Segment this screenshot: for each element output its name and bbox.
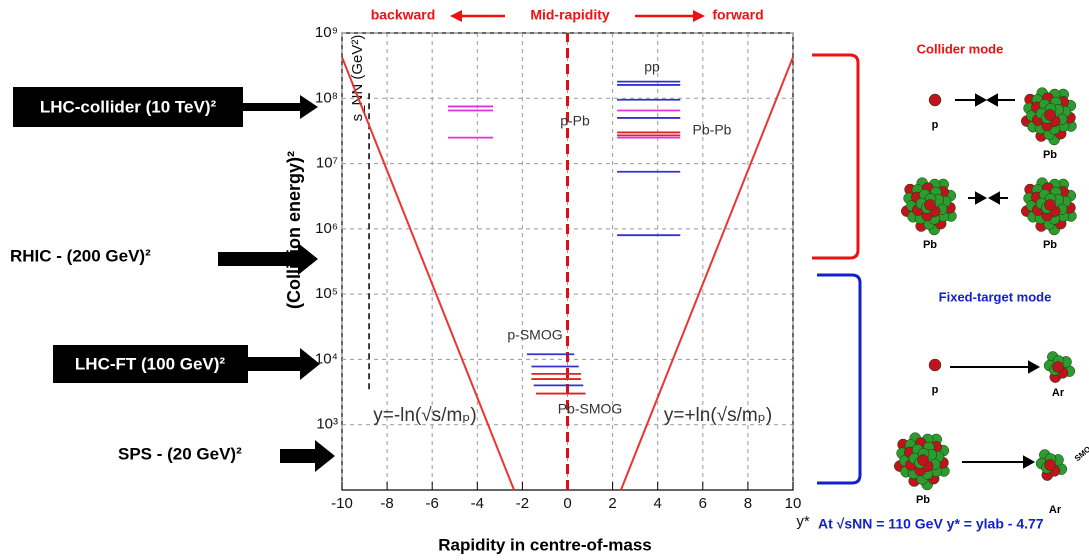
x-axis-label: y*: [796, 513, 810, 530]
left-label: LHC-collider (10 TeV)²: [40, 97, 217, 116]
x-tick-label: -8: [380, 495, 393, 512]
y-tick-label: 10⁶: [315, 220, 338, 237]
plot-label: Pb-Pb: [693, 122, 732, 138]
y-tick-label: 10⁸: [315, 89, 338, 106]
arrow: [280, 440, 335, 472]
left-label: LHC-FT (100 GeV)²: [75, 354, 226, 373]
particle-label: Ar: [1052, 387, 1065, 399]
nucleon: [1045, 460, 1056, 471]
left-label: SPS - (20 GeV)²: [118, 444, 242, 463]
header-label: backward: [371, 7, 436, 23]
particle-label: Pb: [923, 239, 937, 251]
header-label: forward: [712, 7, 763, 23]
y-tick-label: 10⁷: [316, 155, 338, 172]
x-tick-label: -6: [426, 495, 439, 512]
particle-label: Pb: [1043, 149, 1057, 161]
mode-title: Collider mode: [917, 41, 1004, 56]
plot-label: p-Pb: [560, 113, 590, 129]
nucleon: [1053, 362, 1064, 373]
arrow: [243, 95, 318, 119]
arrow: [693, 10, 705, 22]
nucleon: [929, 359, 941, 371]
y-title: (Collision energy)²: [284, 151, 304, 309]
slide: LHC-collider (10 TeV)² RHIC - (200 GeV)²…: [0, 0, 1089, 560]
arrow: [248, 348, 320, 380]
particle-label: p: [932, 119, 939, 131]
y-tick-label: 10⁴: [315, 350, 338, 367]
x-tick-label: 0: [563, 495, 571, 512]
arrow: [450, 10, 462, 22]
nucleon: [918, 455, 929, 466]
x-tick-label: 6: [699, 495, 707, 512]
x-tick-label: -10: [331, 495, 353, 512]
bracket: [812, 55, 858, 258]
plot-label: p-SMOG: [507, 327, 562, 343]
nucleon: [1045, 200, 1056, 211]
plot-label: y=+ln(√s/mₚ): [664, 405, 772, 426]
particle-label: Ar: [1049, 504, 1062, 516]
footer: At √sNN = 110 GeV y* = ylab - 4.77: [818, 516, 1044, 532]
particle-label: p: [932, 384, 939, 396]
y-tick-label: 10⁵: [315, 285, 338, 302]
arrows: [950, 95, 1038, 467]
plot-label: Pb-SMOG: [558, 401, 623, 417]
nucleon: [929, 94, 941, 106]
header-label: Mid-rapidity: [530, 7, 610, 23]
bracket: [817, 275, 860, 483]
nucleon: [1045, 110, 1056, 121]
nucleon: [925, 200, 936, 211]
y-tick-label: 10⁹: [315, 24, 338, 41]
x-tick-label: 10: [785, 495, 802, 512]
x-tick-label: 4: [654, 495, 662, 512]
mode-title: Fixed-target mode: [939, 289, 1052, 304]
x-tick-label: -4: [471, 495, 484, 512]
particle-label: SMOG: [1073, 441, 1089, 464]
y-tick-label: 10³: [316, 416, 338, 433]
x-tick-label: -2: [516, 495, 529, 512]
x-tick-label: 2: [608, 495, 616, 512]
x-title: Rapidity in centre-of-mass: [438, 535, 652, 554]
particle-label: Pb: [916, 494, 930, 506]
plot-label: y=-ln(√s/mₚ): [373, 405, 477, 426]
x-tick-label: 8: [744, 495, 752, 512]
particle-label: Pb: [1043, 239, 1057, 251]
left-label: RHIC - (200 GeV)²: [10, 246, 151, 265]
plot-label: pp: [644, 59, 660, 75]
